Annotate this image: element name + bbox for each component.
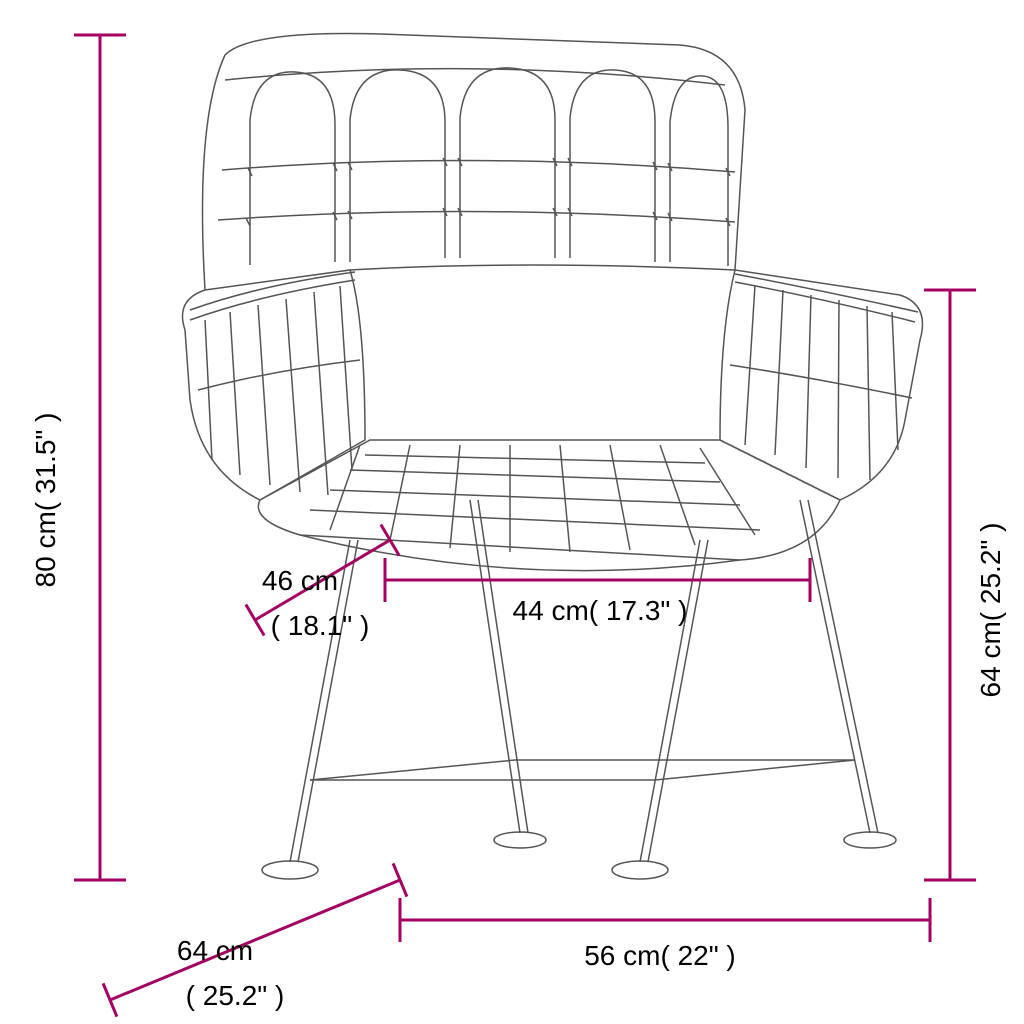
label-height-arm: 64 cm( 25.2" ) [975,523,1006,698]
label-height-total: 80 cm( 31.5" ) [30,413,61,588]
label-base-depth-line2: ( 25.2" ) [186,980,285,1011]
dimension-lines [74,35,976,1017]
label-base-width: 56 cm( 22" ) [584,940,736,971]
label-seat-depth-line2: ( 18.1" ) [271,610,370,641]
label-base-depth-line1: 64 cm [177,935,253,966]
dimension-diagram: 80 cm( 31.5" ) 64 cm( 25.2" ) 44 cm( 17.… [0,0,1024,1024]
label-seat-depth-line1: 46 cm [262,565,338,596]
chair-illustration [183,33,923,879]
label-seat-width: 44 cm( 17.3" ) [513,595,688,626]
